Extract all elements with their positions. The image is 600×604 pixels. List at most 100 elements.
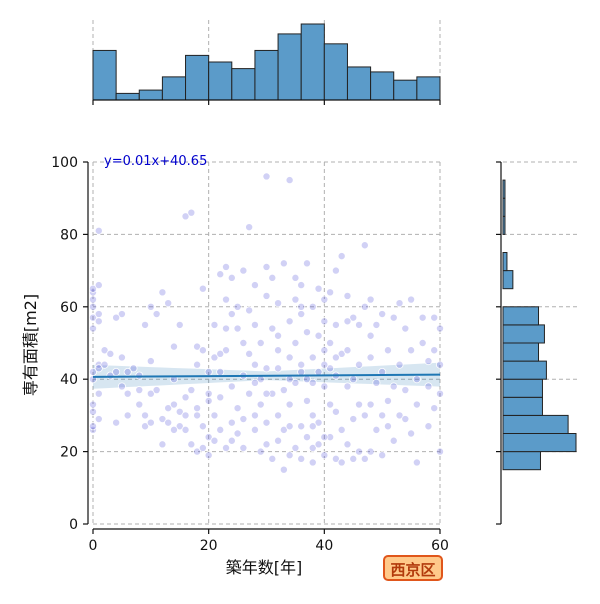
- scatter-point: [222, 324, 231, 333]
- scatter-point: [123, 411, 132, 420]
- scatter-point: [291, 443, 300, 452]
- scatter-point: [343, 291, 352, 300]
- scatter-point: [355, 400, 364, 409]
- scatter-point: [112, 313, 121, 322]
- histy-bar: [502, 414, 569, 434]
- scatter-point: [123, 367, 132, 376]
- regression-equation-label: y=0.01x+40.65: [104, 154, 207, 169]
- scatter-point: [320, 360, 329, 369]
- scatter-point: [129, 364, 138, 373]
- scatter-point: [320, 382, 329, 391]
- scatter-point: [135, 400, 144, 409]
- scatter-point: [239, 266, 248, 275]
- histx-bar: [416, 76, 441, 101]
- scatter-point: [291, 273, 300, 282]
- scatter-point: [395, 299, 404, 308]
- x-tick-label: 20: [200, 538, 218, 554]
- histx-bar: [277, 33, 302, 101]
- scatter-point: [94, 310, 103, 319]
- scatter-point: [117, 382, 126, 391]
- scatter-point: [164, 299, 173, 308]
- scatter-point: [193, 447, 202, 456]
- histx-bar: [346, 66, 372, 101]
- y-tick-label: 60: [60, 300, 78, 316]
- scatter-point: [372, 378, 381, 387]
- scatter-point: [297, 367, 306, 376]
- scatter-point: [146, 357, 155, 366]
- histx-bar: [185, 54, 210, 101]
- scatter-point: [412, 375, 421, 384]
- scatter-point: [395, 360, 404, 369]
- scatter-point: [285, 400, 294, 409]
- scatter-point: [279, 386, 288, 395]
- scatter-point: [331, 353, 340, 362]
- scatter-point: [302, 396, 311, 405]
- scatter-point: [222, 346, 231, 355]
- scatter-point: [337, 458, 346, 467]
- scatter-point: [401, 386, 410, 395]
- scatter-point: [366, 447, 375, 456]
- scatter-point: [181, 212, 190, 221]
- histx-bar: [92, 49, 117, 101]
- scatter-point: [430, 313, 439, 322]
- scatter-point: [412, 458, 421, 467]
- scatter-point: [210, 320, 219, 329]
- scatter-point: [222, 262, 231, 271]
- scatter-point: [355, 447, 364, 456]
- x-tick-label: 60: [431, 538, 449, 554]
- scatter-point: [94, 415, 103, 424]
- scatter-point: [250, 411, 259, 420]
- scatter-point: [94, 364, 103, 373]
- scatter-point: [326, 400, 335, 409]
- y-tick-label: 20: [60, 445, 78, 461]
- scatter-point: [383, 346, 392, 355]
- scatter-point: [274, 364, 283, 373]
- x-marginal-histogram: [92, 23, 441, 101]
- scatter-point: [89, 367, 98, 376]
- scatter-point: [395, 411, 404, 420]
- scatter-point: [94, 317, 103, 326]
- scatter-point: [233, 302, 242, 311]
- scatter-point: [233, 429, 242, 438]
- scatter-point: [343, 317, 352, 326]
- scatter-point: [279, 465, 288, 474]
- scatter-point: [94, 281, 103, 290]
- scatter-point: [412, 400, 421, 409]
- scatter-point: [169, 342, 178, 351]
- scatter-point: [112, 367, 121, 376]
- scatter-point: [314, 331, 323, 340]
- histx-bar: [161, 76, 187, 101]
- scatter-point: [314, 440, 323, 449]
- histy-bar: [502, 252, 508, 272]
- scatter-point: [349, 313, 358, 322]
- scatter-point: [308, 378, 317, 387]
- scatter-point: [216, 425, 225, 434]
- histy-bar: [502, 396, 543, 416]
- histx-bar: [138, 89, 163, 101]
- scatter-point: [268, 454, 277, 463]
- histx-bar: [300, 23, 325, 101]
- scatter-point: [297, 454, 306, 463]
- scatter-point: [181, 425, 190, 434]
- scatter-point: [204, 451, 213, 460]
- scatter-point: [135, 386, 144, 395]
- scatter-point: [331, 407, 340, 416]
- scatter-point: [430, 346, 439, 355]
- scatter-point: [285, 353, 294, 362]
- scatter-point: [250, 378, 259, 387]
- scatter-point: [198, 284, 207, 293]
- scatter-point: [146, 389, 155, 398]
- scatter-point: [378, 411, 387, 420]
- scatter-point: [239, 415, 248, 424]
- histy-bar: [502, 378, 543, 398]
- scatter-point: [89, 313, 98, 322]
- scatter-point: [430, 404, 439, 413]
- scatter-point: [222, 295, 231, 304]
- histy-bar: [502, 342, 540, 362]
- scatter-point: [187, 440, 196, 449]
- scatter-point: [152, 386, 161, 395]
- scatter-point: [175, 320, 184, 329]
- scatter-point: [256, 400, 265, 409]
- scatter-point: [250, 425, 259, 434]
